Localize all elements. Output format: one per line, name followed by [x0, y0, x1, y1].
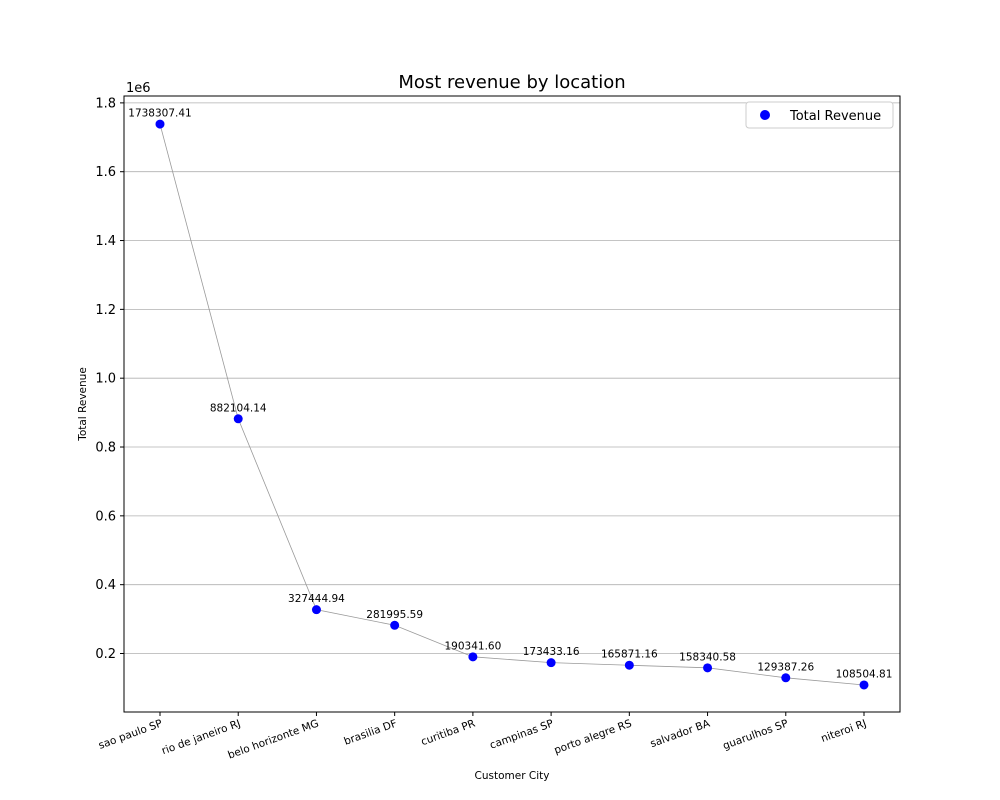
data-label-9: 108504.81	[836, 668, 893, 680]
y-tick-label-3: 0.8	[95, 441, 116, 456]
y-tick-label-6: 1.4	[95, 234, 116, 249]
y-tick-label-4: 1.0	[95, 372, 116, 387]
data-point-1	[233, 414, 243, 424]
y-offset-text: 1e6	[126, 81, 151, 96]
y-tick-label-2: 0.6	[95, 509, 116, 524]
data-point-8	[781, 673, 791, 683]
y-tick-label-0: 0.2	[95, 647, 116, 662]
x-axis-label: Customer City	[475, 770, 550, 782]
data-point-7	[703, 663, 713, 673]
data-label-0: 1738307.41	[128, 108, 191, 120]
data-label-5: 173433.16	[523, 646, 580, 658]
series-connecting-line	[159, 124, 865, 686]
plot-frame	[123, 95, 901, 713]
series-line-path	[159, 124, 865, 686]
data-label-8: 129387.26	[757, 661, 814, 673]
y-tick-label-5: 1.2	[95, 303, 116, 318]
data-label-1: 882104.14	[210, 402, 267, 414]
chart-title: Most revenue by location	[398, 72, 625, 93]
legend-box	[745, 101, 894, 129]
data-label-6: 165871.16	[601, 649, 658, 661]
data-label-3: 281995.59	[366, 609, 423, 621]
y-axis-label: Total Revenue	[77, 367, 89, 442]
data-label-7: 158340.58	[679, 651, 736, 663]
data-point-9	[859, 680, 869, 690]
y-tick-label-1: 0.4	[95, 578, 116, 593]
gridlines	[124, 102, 900, 654]
data-point-2	[311, 605, 321, 615]
y-tick-label-8: 1.8	[95, 96, 116, 111]
data-point-5	[546, 658, 556, 668]
data-point-0	[155, 119, 165, 129]
legend-marker	[760, 110, 770, 120]
data-labels: 1738307.41 882104.14 327444.94 281995.59 190…	[128, 108, 892, 681]
data-point-4	[468, 652, 478, 662]
data-point-6	[624, 660, 634, 670]
y-axis-ticks: 0.2 0.4 0.6 0.8 1.0 1.2 1.4 1.6 1.8	[95, 96, 124, 662]
data-label-4: 190341.60	[444, 640, 501, 652]
y-tick-label-7: 1.6	[95, 165, 116, 180]
data-points	[155, 119, 869, 690]
data-point-3	[390, 620, 400, 630]
data-label-2: 327444.94	[288, 593, 345, 605]
legend-label: Total Revenue	[789, 109, 881, 124]
legend: Total Revenue	[745, 101, 894, 129]
